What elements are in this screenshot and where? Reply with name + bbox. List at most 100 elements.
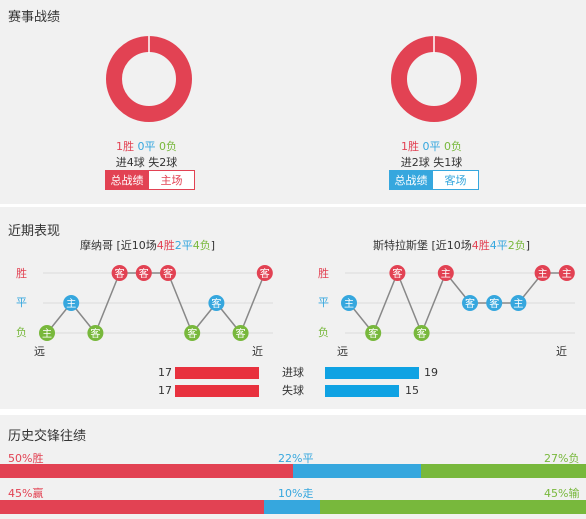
away-summary-pre: [近10场 bbox=[431, 239, 472, 252]
h2h-draw-pct: 22%平 bbox=[278, 452, 314, 465]
away-match-venue: 主 bbox=[513, 298, 523, 310]
home-summary-l: 4负 bbox=[192, 239, 211, 252]
goals-conceded-row: 17 失球 15 bbox=[0, 384, 586, 398]
away-match-marker[interactable] bbox=[486, 295, 503, 311]
away-match-marker[interactable] bbox=[365, 325, 382, 341]
home-match-venue: 客 bbox=[260, 267, 270, 280]
home-match-marker[interactable] bbox=[208, 295, 225, 311]
away-form-line bbox=[348, 270, 567, 336]
away-tab-overall[interactable]: 总战绩 bbox=[389, 170, 433, 190]
home-summary-w: 4胜 bbox=[156, 239, 175, 252]
away-goals-for: 进2球 bbox=[400, 156, 430, 169]
section-title-form: 近期表现 bbox=[8, 224, 61, 239]
away-match-marker[interactable] bbox=[437, 265, 454, 281]
form-section: 近期表现 摩纳哥 [近10场4胜2平4负] 斯特拉斯堡 [近10场 4胜 4平2负]… bbox=[0, 207, 586, 409]
away-match-marker[interactable] bbox=[510, 295, 527, 311]
away-match-venue: 主 bbox=[344, 298, 354, 310]
home-form-header: 摩纳哥 [近10场4胜2平4负] bbox=[80, 237, 215, 253]
home-team-name: 摩纳哥 bbox=[80, 239, 113, 252]
section-title-h2h: 历史交锋往绩 bbox=[8, 429, 87, 444]
home-tab-home[interactable]: 主场 bbox=[149, 170, 195, 190]
away-match-marker[interactable] bbox=[341, 295, 357, 311]
home-match-venue: 客 bbox=[163, 267, 173, 280]
h2h-loss-pct: 27%负 bbox=[544, 452, 580, 465]
home-goals-scored-bar bbox=[175, 367, 259, 379]
away-summary-d: 4平 bbox=[489, 239, 508, 252]
h2h-section: 历史交锋往绩 50%胜 22%平 27%负 45%赢 10%走 45%输 bbox=[0, 415, 586, 519]
away-match-venue: 客 bbox=[489, 297, 499, 310]
h2h-handicap-loss-bar bbox=[320, 500, 586, 514]
h2h-handicap-loss-pct: 45%输 bbox=[544, 487, 580, 500]
home-match-venue: 客 bbox=[187, 327, 197, 340]
away-draws: 0平 bbox=[422, 140, 441, 153]
h2h-handicap-push-pct: 10%走 bbox=[278, 487, 314, 500]
away-ylabel-win: 胜 bbox=[318, 266, 329, 280]
h2h-loss-bar bbox=[421, 464, 586, 478]
home-match-venue: 客 bbox=[139, 267, 149, 280]
away-match-venue: 主 bbox=[538, 268, 548, 280]
home-match-marker[interactable] bbox=[39, 325, 55, 341]
home-match-marker[interactable] bbox=[87, 325, 104, 341]
home-wins: 1胜 bbox=[116, 140, 134, 153]
away-match-marker[interactable] bbox=[558, 265, 575, 281]
away-summary-l: 2负 bbox=[507, 239, 526, 252]
home-win-donut bbox=[106, 36, 192, 122]
home-donut-ring bbox=[106, 36, 192, 122]
home-losses: 0负 bbox=[159, 140, 177, 153]
away-record-panel: 1胜 0平 0负 进2球 失1球 总战绩 客场 bbox=[285, 0, 578, 204]
home-ylabel-win: 胜 bbox=[16, 266, 27, 280]
home-form-chart: 主主客客客客客客客客 bbox=[39, 265, 273, 341]
home-match-venue: 客 bbox=[90, 327, 100, 340]
goals-scored-row: 17 进球 19 bbox=[0, 366, 586, 380]
home-ylabel-loss: 负 bbox=[16, 325, 27, 339]
h2h-win-bar bbox=[0, 464, 293, 478]
h2h-draw-bar bbox=[293, 464, 421, 478]
away-match-venue: 客 bbox=[417, 327, 427, 340]
home-match-marker[interactable] bbox=[256, 265, 273, 281]
home-far-label: 远 bbox=[34, 345, 45, 358]
away-far-label: 远 bbox=[337, 345, 348, 358]
away-goals-line: 进2球 失1球 bbox=[285, 154, 578, 170]
home-summary-post: ] bbox=[210, 239, 216, 252]
home-match-venue: 客 bbox=[211, 297, 221, 310]
away-match-marker[interactable] bbox=[389, 265, 406, 281]
home-tab-overall[interactable]: 总战绩 bbox=[105, 170, 149, 190]
home-match-marker[interactable] bbox=[135, 265, 152, 281]
home-match-venue: 主 bbox=[66, 298, 76, 310]
home-match-marker[interactable] bbox=[184, 325, 201, 341]
away-match-venue: 客 bbox=[368, 327, 378, 340]
section-title-record: 赛事战绩 bbox=[8, 10, 61, 25]
away-donut-ring bbox=[391, 36, 477, 122]
home-goals-scored-value: 17 bbox=[158, 366, 172, 379]
away-summary-post: ] bbox=[525, 239, 531, 252]
home-match-venue: 客 bbox=[115, 267, 125, 280]
home-match-marker[interactable] bbox=[160, 265, 176, 281]
away-record-line: 1胜 0平 0负 bbox=[285, 138, 578, 154]
home-ylabel-draw: 平 bbox=[16, 296, 27, 309]
away-match-venue: 主 bbox=[562, 268, 572, 280]
h2h-win-pct: 50%胜 bbox=[8, 452, 44, 465]
away-form-chart: 主客客客主客客主主主 bbox=[341, 265, 575, 341]
away-team-name: 斯特拉斯堡 bbox=[373, 239, 428, 252]
form-charts: 胜 平 负 远 近 胜 平 负 远 近 主主客客客客客客客客 主客客客主客客主主… bbox=[16, 265, 575, 358]
home-summary-d: 2平 bbox=[174, 239, 193, 252]
away-near-label: 近 bbox=[556, 345, 567, 358]
home-match-marker[interactable] bbox=[232, 325, 249, 341]
home-goals-conceded-bar bbox=[175, 385, 259, 397]
home-match-marker[interactable] bbox=[111, 265, 128, 281]
away-tab-away[interactable]: 客场 bbox=[433, 170, 479, 190]
away-match-venue: 主 bbox=[441, 268, 451, 280]
away-record-tabs: 总战绩 客场 bbox=[389, 170, 479, 192]
away-losses: 0负 bbox=[444, 140, 462, 153]
h2h-handicap-win-bar bbox=[0, 500, 264, 514]
away-match-marker[interactable] bbox=[462, 295, 478, 311]
away-match-marker[interactable] bbox=[413, 325, 430, 341]
away-match-marker[interactable] bbox=[534, 265, 551, 281]
home-draws: 0平 bbox=[137, 140, 156, 153]
away-match-venue: 客 bbox=[392, 267, 402, 280]
home-record-line: 1胜 0平 0负 bbox=[0, 138, 293, 154]
h2h-handicap-win-pct: 45%赢 bbox=[8, 487, 44, 500]
home-goals-for: 进4球 bbox=[115, 156, 145, 169]
away-goals-against: 失1球 bbox=[433, 156, 463, 169]
home-match-marker[interactable] bbox=[63, 295, 80, 311]
